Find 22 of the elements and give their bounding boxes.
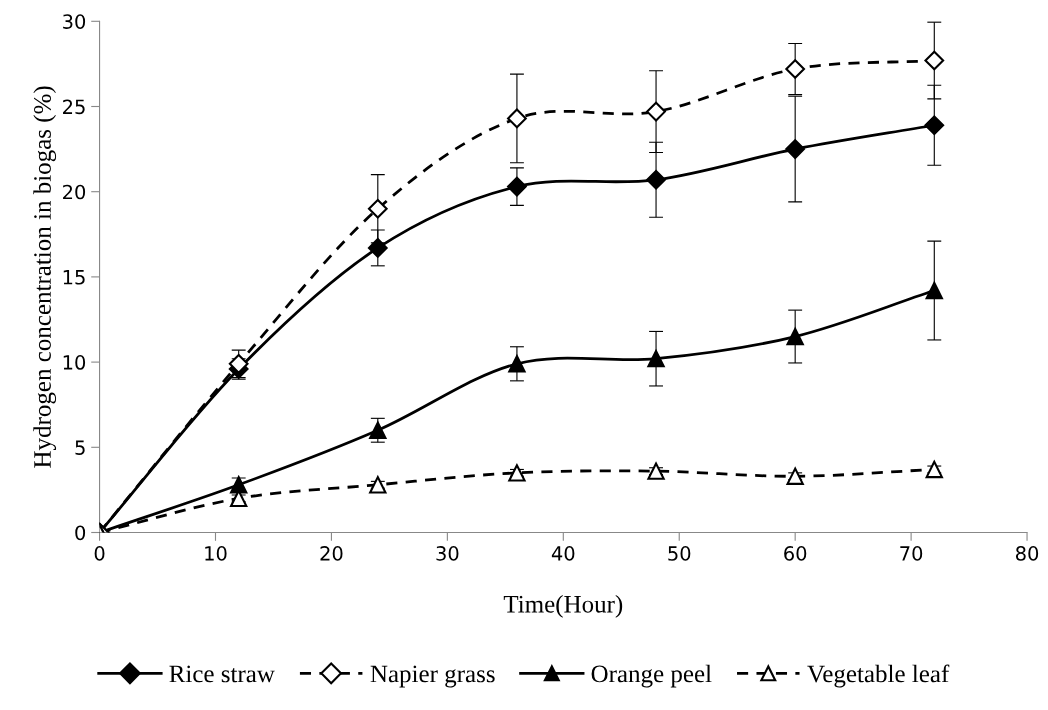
legend-label: Orange peel [591, 664, 712, 688]
y-tick-label: 0 [75, 525, 86, 541]
x-tick-label: 50 [668, 546, 691, 561]
x-tick-label: 40 [551, 546, 575, 561]
x-tick-label: 30 [436, 546, 459, 561]
y-tick-label: 25 [63, 99, 85, 115]
y-tick-label: 20 [63, 184, 86, 200]
y-tick-label: 15 [63, 270, 85, 285]
x-tick-label: 60 [784, 546, 807, 561]
legend-label: Rice straw [169, 665, 275, 683]
x-tick-label: 0 [94, 546, 105, 561]
y-tick-label: 5 [75, 440, 85, 455]
legend-label: Vegetable leaf [807, 664, 950, 688]
y-tick-label: 30 [63, 14, 86, 29]
y-tick-label: 10 [63, 355, 86, 370]
x-tick-label: 10 [205, 546, 227, 561]
y-axis-title: Hydrogen concentration in biogas (%) [33, 86, 57, 468]
legend-label: Napier grass [370, 665, 495, 688]
x-tick-label: 20 [320, 546, 343, 561]
x-tick-label: 70 [900, 546, 923, 561]
x-tick-label: 80 [1015, 546, 1039, 561]
x-axis-title: Time(Hour) [503, 595, 623, 618]
